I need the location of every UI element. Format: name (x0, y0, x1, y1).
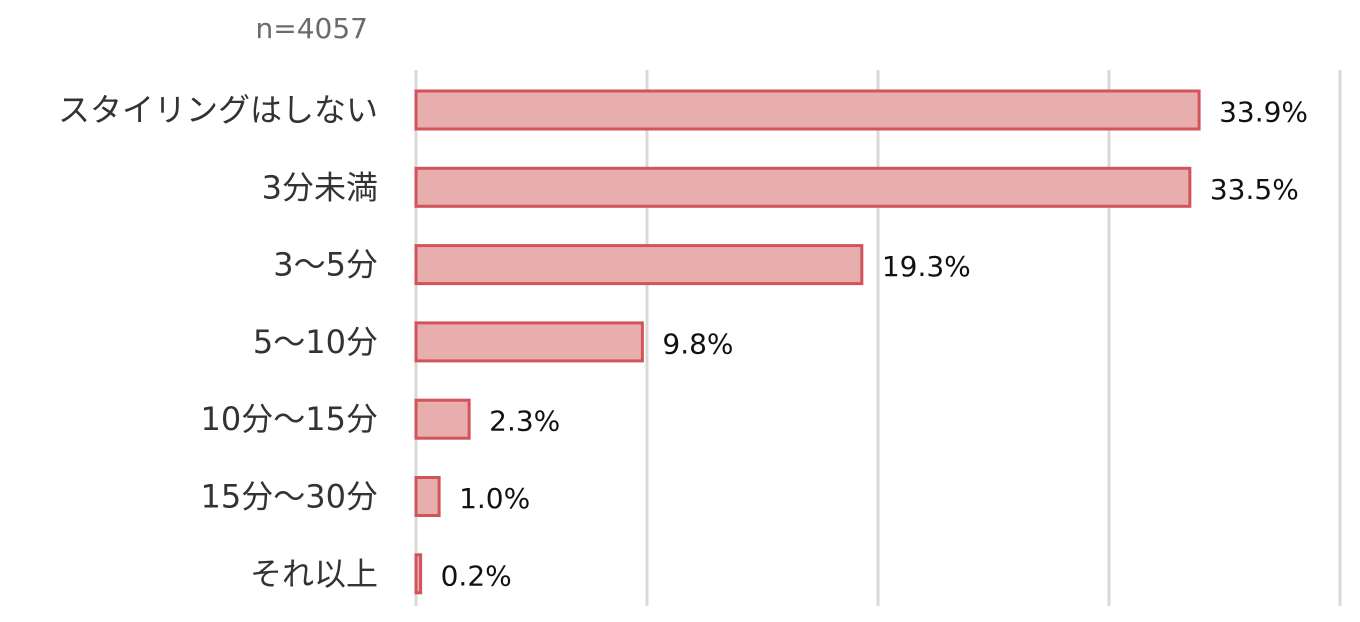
bars (414, 89, 1201, 595)
category-label-5: 15分～30分 (201, 478, 378, 516)
value-label-3: 9.8% (662, 327, 733, 360)
bar-1 (414, 166, 1192, 208)
value-label-2: 19.3% (882, 250, 971, 283)
bar-3 (414, 321, 644, 363)
category-labels: スタイリングはしない 3分未満 3～5分 5～10分 10分～15分 15分～30分それ以… (58, 91, 378, 593)
category-label-3: 5～10分 (253, 323, 378, 361)
bar-6 (414, 553, 423, 595)
bar-2 (414, 244, 864, 286)
sample-size-note: n=4057 (256, 12, 368, 45)
category-label-2: 3～5分 (273, 246, 378, 284)
bar-5 (414, 476, 441, 517)
value-label-4: 2.3% (489, 405, 560, 438)
bar-0 (414, 89, 1201, 131)
value-labels: 33.9% 33.5% 19.3% 9.8% 2.3% 1.0% 0.2% (441, 96, 1308, 593)
category-label-0: スタイリングはしない (58, 91, 378, 129)
value-label-6: 0.2% (441, 559, 512, 592)
value-label-5: 1.0% (459, 482, 530, 515)
category-label-6: それ以上 (250, 555, 378, 593)
bar-4 (414, 398, 471, 440)
value-label-0: 33.9% (1219, 96, 1308, 129)
value-label-1: 33.5% (1210, 173, 1299, 206)
category-label-1: 3分未満 (262, 168, 378, 206)
category-label-4: 10分～15分 (201, 400, 378, 438)
